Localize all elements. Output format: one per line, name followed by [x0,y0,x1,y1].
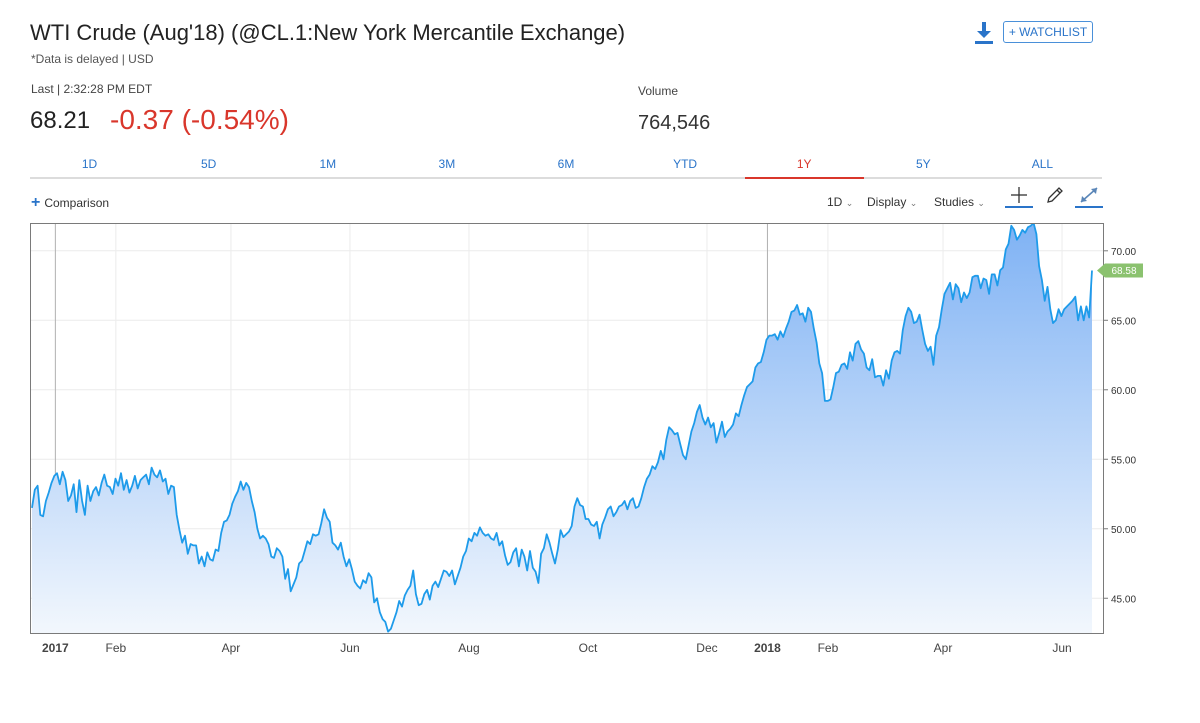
expand-icon [1080,187,1098,203]
last-price: 68.21 [30,107,91,134]
chevron-down-icon: ⌄ [845,198,854,208]
display-label: Display [867,195,907,209]
download-icon[interactable] [975,22,993,44]
y-tick-label: 60.00 [1111,386,1136,397]
tab-6m[interactable]: 6M [557,157,575,171]
x-tick-label: Apr [222,641,241,655]
chevron-down-icon: ⌄ [977,198,985,208]
pencil-icon [1047,187,1063,203]
interval-dropdown[interactable]: 1D ⌄ [827,195,853,209]
x-tick-label: Jun [1052,641,1071,655]
x-tick-label: Aug [458,641,479,655]
x-tick-label: 2018 [754,641,781,655]
display-dropdown[interactable]: Display ⌄ [867,195,917,209]
price-line [31,223,1093,633]
data-delay-note: *Data is delayed | USD [31,52,154,66]
plot-border [30,223,1104,634]
page-title: WTI Crude (Aug'18) (@CL.1:New York Merca… [30,20,626,45]
last-trade-label: Last | 2:32:28 PM EDT [31,82,153,96]
volume-value: 764,546 [638,112,711,134]
last-value-label: 68.58 [1111,266,1136,277]
y-tick-label: 65.00 [1111,316,1136,327]
tab-5y[interactable]: 5Y [915,157,931,171]
x-tick-label: Dec [696,641,717,655]
watchlist-button[interactable]: + WATCHLIST [1003,21,1093,43]
draw-button[interactable] [1040,184,1068,208]
y-tick-label: 45.00 [1111,594,1136,605]
studies-dropdown[interactable]: Studies ⌄ [934,195,985,209]
y-tick-label: 50.00 [1111,525,1136,536]
comparison-label: Comparison [44,196,110,210]
price-chart[interactable]: 70.00 65.00 60.00 55.00 50.00 45.00 2017 Feb Ap… [30,223,1180,663]
price-change: -0.37 (-0.54%) [110,104,289,135]
plus-icon: + [31,194,41,211]
tab-5d[interactable]: 5D [200,157,217,171]
crosshair-icon [1011,187,1027,203]
tab-1d[interactable]: 1D [81,157,98,171]
last-value-tag [1097,263,1143,278]
volume-label: Volume [638,84,679,98]
crosshair-button[interactable] [1005,184,1033,208]
tab-3m[interactable]: 3M [438,157,456,171]
tab-1m[interactable]: 1M [319,157,337,171]
interval-label: 1D [827,195,843,209]
x-tick-label: Jun [340,641,359,655]
x-tick-label: Oct [579,641,598,655]
y-tick-label: 70.00 [1111,247,1136,258]
price-area [32,223,1092,633]
studies-label: Studies [934,195,975,209]
expand-button[interactable] [1075,184,1103,208]
y-tick-label: 55.00 [1111,455,1136,466]
x-tick-label: Feb [818,641,839,655]
tab-all[interactable]: ALL [1031,157,1054,171]
x-tick-label: 2017 [42,641,69,655]
comparison-button[interactable]: + Comparison [31,194,109,212]
x-tick-label: Apr [934,641,953,655]
chevron-down-icon: ⌄ [909,198,918,208]
x-tick-label: Feb [105,641,126,655]
range-tabs: 1D 5D 1M 3M 6M YTD 1Y 5Y ALL [30,150,1102,179]
tab-ytd[interactable]: YTD [673,157,698,171]
tab-1y[interactable]: 1Y [744,150,864,179]
